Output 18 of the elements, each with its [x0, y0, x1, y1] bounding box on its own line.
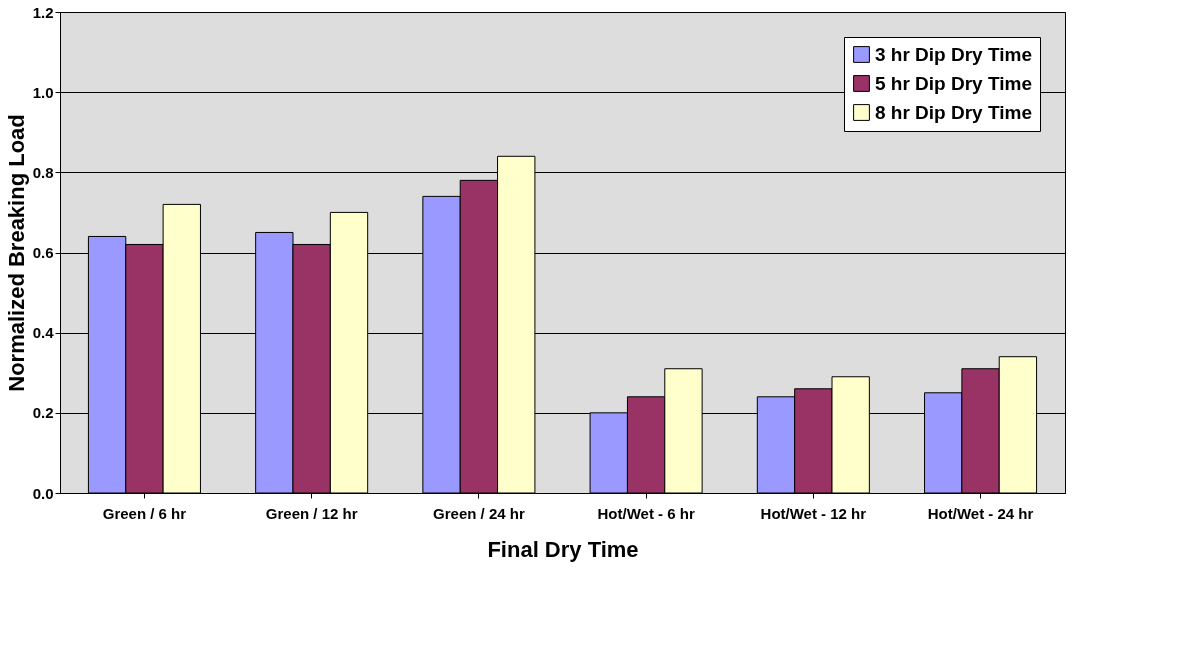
y-tick-label: 0.4 — [32, 324, 55, 342]
y-axis-title: Normalized Breaking Load — [3, 114, 29, 392]
y-tick-label: 0.2 — [32, 404, 54, 422]
y-tick-label: 1.2 — [32, 3, 54, 21]
y-tick-label: 0.6 — [32, 244, 54, 261]
y-tick-label: 0.0 — [32, 484, 54, 502]
y-tick-label: 1.0 — [32, 83, 54, 101]
x-tick-label: Hot/Wet - 6 hr — [597, 504, 695, 522]
x-axis-title: Final Dry Time — [487, 536, 639, 562]
legend-label: 3 hr Dip Dry Time — [875, 43, 1032, 65]
x-tick-label: Hot/Wet - 12 hr — [760, 504, 867, 522]
legend-label: 5 hr Dip Dry Time — [875, 72, 1032, 94]
legend-label: 8 hr Dip Dry Time — [875, 101, 1032, 123]
x-tick-label: Green / 6 hr — [102, 504, 187, 522]
x-tick-label: Green / 24 hr — [433, 504, 525, 522]
x-tick-label: Hot/Wet - 24 hr — [927, 504, 1034, 522]
x-tick-label: Green / 12 hr — [265, 504, 358, 522]
y-tick-label: 0.8 — [32, 163, 54, 181]
